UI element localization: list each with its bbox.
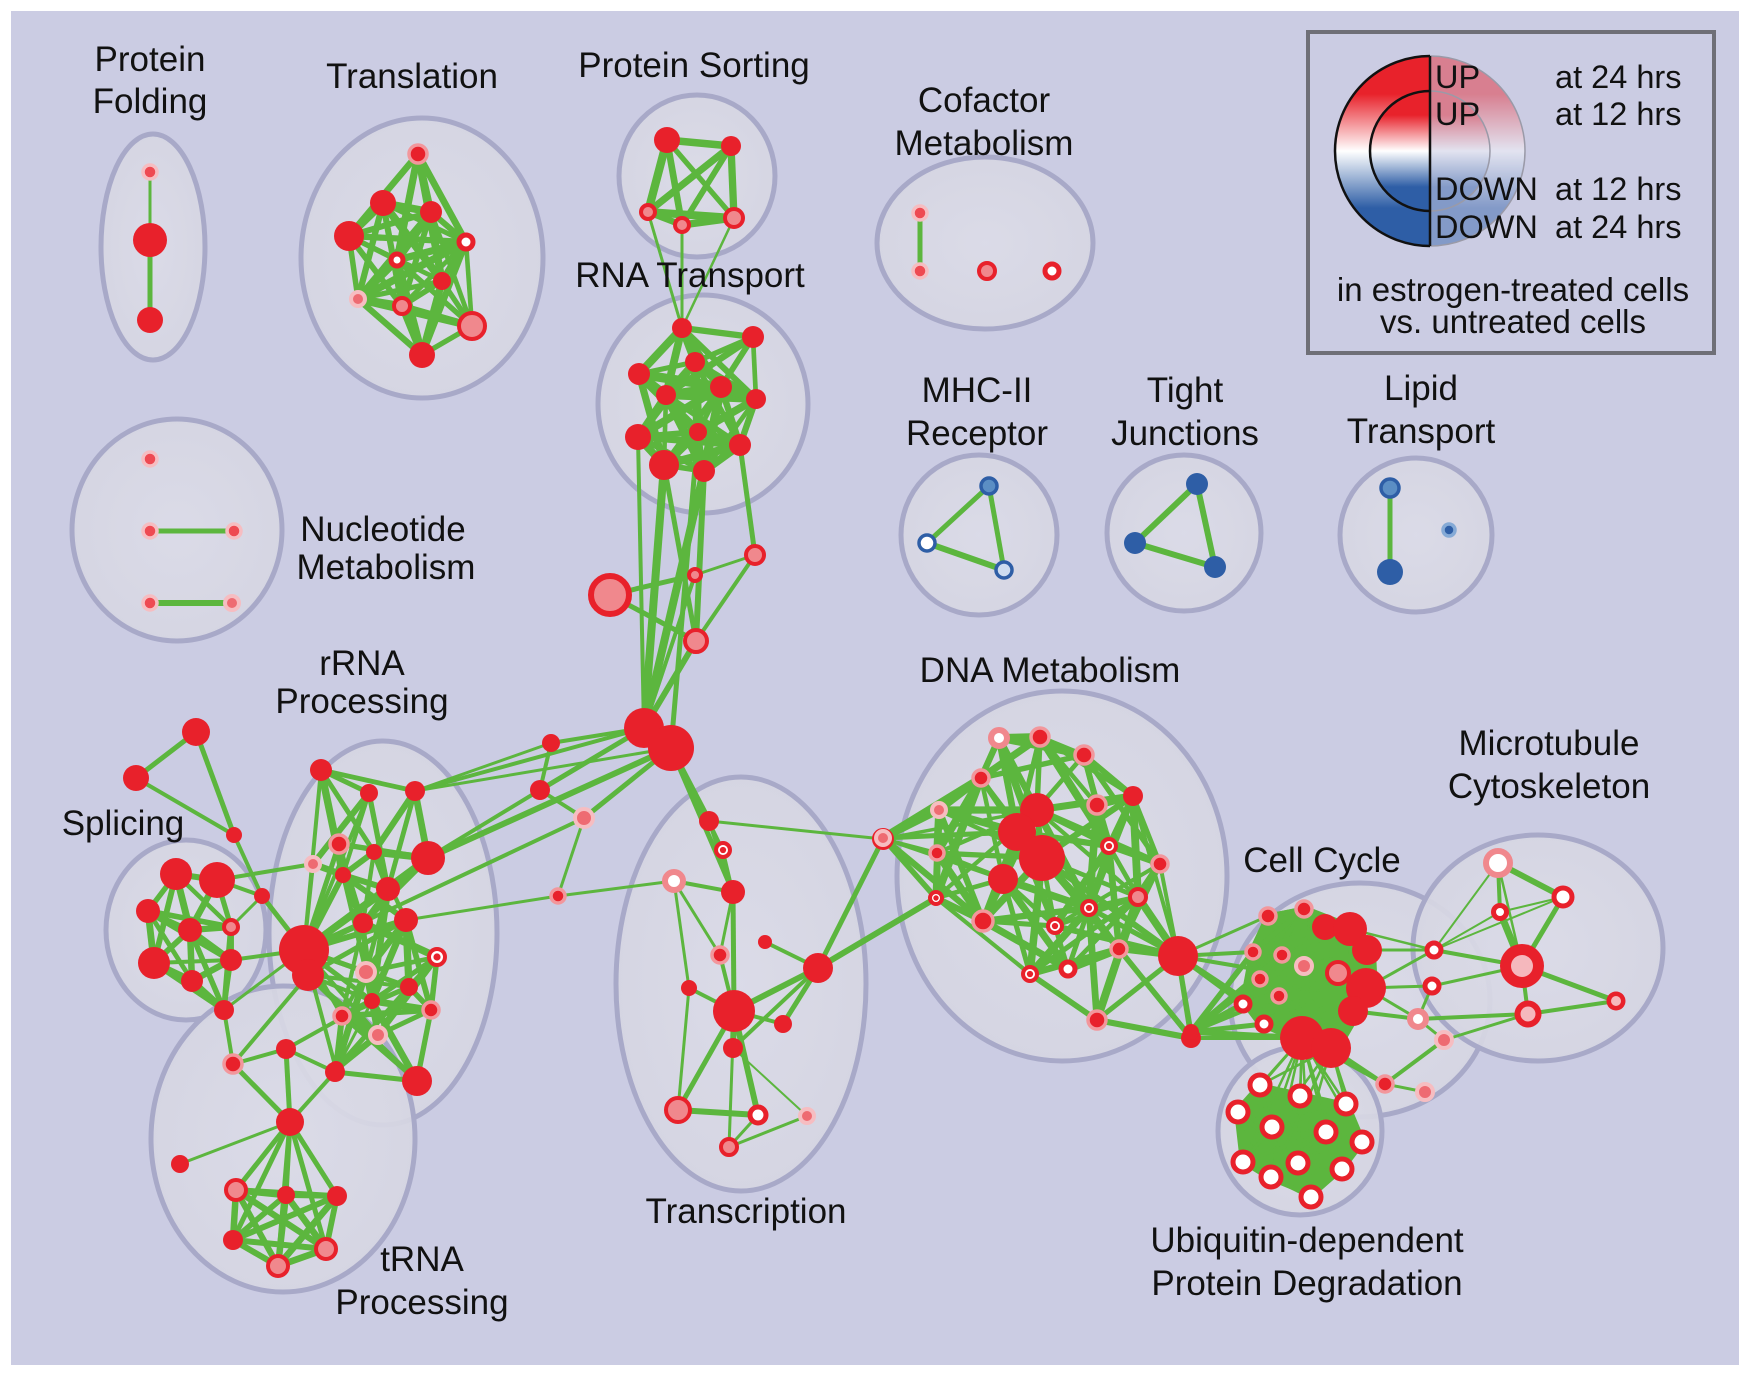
svg-text:Protein Degradation: Protein Degradation: [1151, 1264, 1462, 1303]
svg-text:DOWN: DOWN: [1435, 209, 1538, 245]
svg-text:Receptor: Receptor: [906, 414, 1048, 453]
svg-text:Protein Sorting: Protein Sorting: [578, 46, 810, 85]
svg-text:DNA Metabolism: DNA Metabolism: [920, 651, 1181, 690]
svg-text:Junctions: Junctions: [1111, 414, 1259, 453]
svg-text:tRNA: tRNA: [380, 1240, 464, 1279]
svg-text:RNA Transport: RNA Transport: [575, 256, 805, 295]
svg-text:in estrogen-treated cells: in estrogen-treated cells: [1337, 271, 1689, 308]
svg-text:Folding: Folding: [93, 82, 208, 121]
svg-text:at 12 hrs: at 12 hrs: [1555, 96, 1681, 132]
svg-text:Processing: Processing: [275, 682, 448, 721]
svg-text:rRNA: rRNA: [319, 644, 405, 683]
svg-text:Tight: Tight: [1147, 371, 1224, 410]
svg-text:UP: UP: [1435, 96, 1480, 132]
svg-text:Metabolism: Metabolism: [895, 124, 1074, 163]
svg-text:Translation: Translation: [326, 57, 498, 96]
svg-text:Splicing: Splicing: [62, 804, 185, 843]
svg-text:Processing: Processing: [335, 1283, 508, 1322]
svg-text:DOWN: DOWN: [1435, 171, 1538, 207]
svg-text:Microtubule: Microtubule: [1459, 724, 1640, 763]
svg-text:Ubiquitin-dependent: Ubiquitin-dependent: [1150, 1221, 1464, 1260]
svg-text:vs. untreated cells: vs. untreated cells: [1380, 303, 1646, 340]
svg-text:MHC-II: MHC-II: [922, 371, 1033, 410]
svg-text:Nucleotide: Nucleotide: [300, 510, 465, 549]
svg-text:at 12 hrs: at 12 hrs: [1555, 171, 1681, 207]
svg-text:Protein: Protein: [95, 40, 206, 79]
svg-text:at 24 hrs: at 24 hrs: [1555, 59, 1681, 95]
svg-text:Transcription: Transcription: [646, 1192, 847, 1231]
svg-text:Cell Cycle: Cell Cycle: [1243, 841, 1401, 880]
svg-text:Transport: Transport: [1347, 412, 1496, 451]
svg-text:Metabolism: Metabolism: [297, 548, 476, 587]
svg-text:at 24 hrs: at 24 hrs: [1555, 209, 1681, 245]
svg-text:Cofactor: Cofactor: [918, 81, 1051, 120]
svg-text:Cytoskeleton: Cytoskeleton: [1448, 767, 1650, 806]
svg-text:UP: UP: [1435, 59, 1480, 95]
svg-text:Lipid: Lipid: [1384, 369, 1458, 408]
